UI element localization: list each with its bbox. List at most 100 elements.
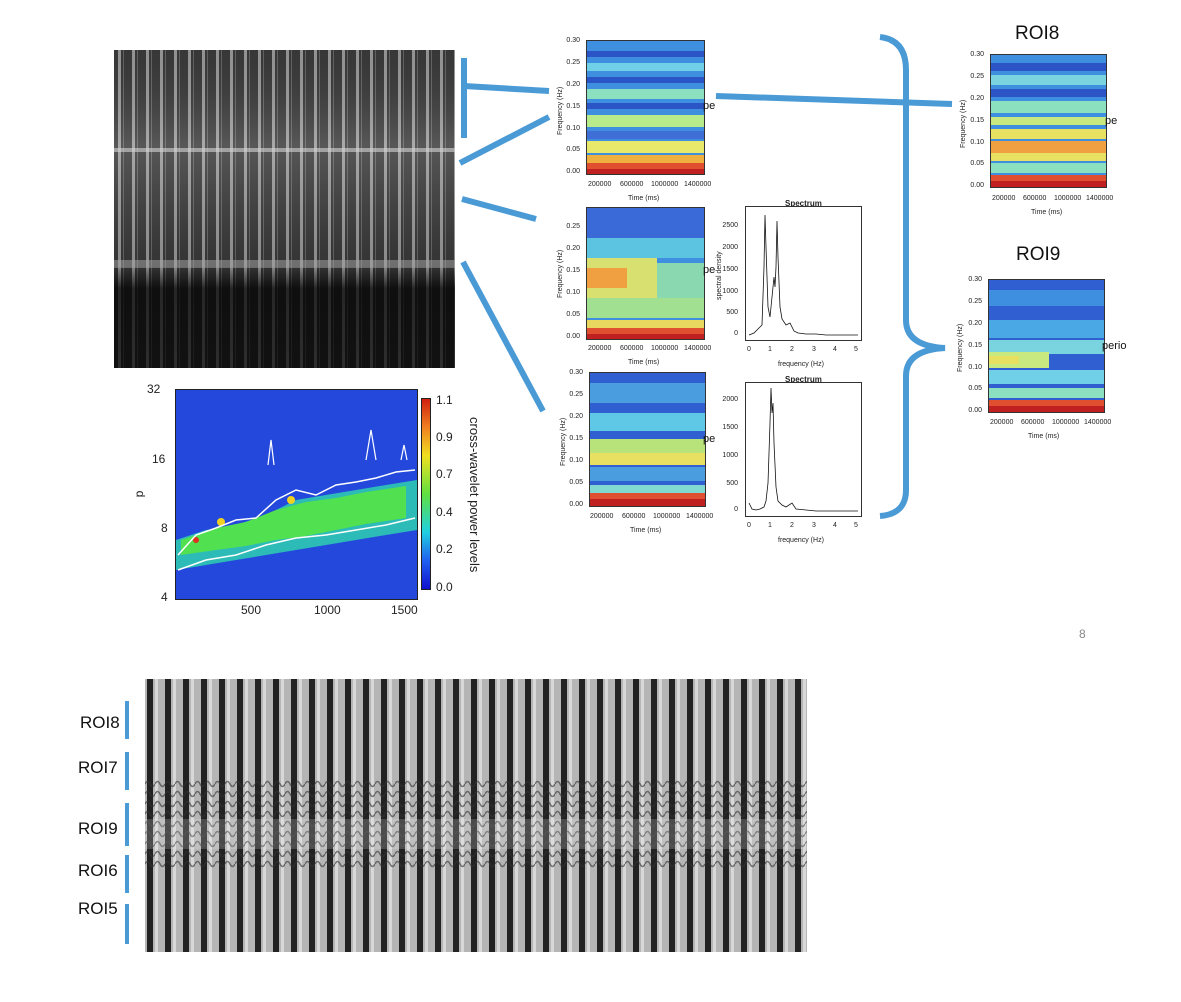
xtick: 200000 — [590, 513, 614, 520]
kymograph-image — [114, 50, 455, 368]
ytick: 0.25 — [968, 298, 982, 305]
y-axis-label: Frequency (Hz) — [557, 86, 564, 135]
ytick: 0.30 — [970, 51, 984, 58]
ytick: 0.05 — [566, 146, 580, 153]
ytick: 0.05 — [968, 385, 982, 392]
xtick: 600000 — [620, 181, 644, 188]
xtick: 0 — [747, 522, 751, 529]
ytick: 0.10 — [970, 139, 984, 146]
spectrum-title: Spectrum — [785, 375, 822, 384]
spectrum-plot-1-area — [745, 206, 862, 341]
ytick: 0.30 — [566, 37, 580, 44]
kymograph-texture — [114, 50, 455, 368]
wavelet-ylabel-fragment: d — [133, 490, 148, 498]
ytick: 0.30 — [569, 369, 583, 376]
spectrogram-bottom-plot — [589, 372, 706, 507]
ytick: 0.15 — [569, 435, 583, 442]
ytick: 0.10 — [968, 364, 982, 371]
ytick: 0.25 — [569, 391, 583, 398]
spectrum-2-line — [748, 387, 858, 512]
roi-bar — [125, 904, 129, 944]
bottom-kymograph-image — [145, 679, 807, 952]
colorbar-tick: 0.7 — [436, 467, 453, 481]
xtick: 600000 — [620, 345, 644, 352]
roi9-title-clip: ROI9 — [1010, 244, 1070, 262]
colorbar-tick: 0.4 — [436, 505, 453, 519]
y-axis-label: Frequency (Hz) — [957, 323, 964, 372]
x-axis-label: frequency (Hz) — [778, 361, 824, 368]
ytick: 0.05 — [569, 479, 583, 486]
x-axis-label: Time (ms) — [1028, 433, 1060, 440]
ytick: 0.00 — [569, 501, 583, 508]
colorbar — [421, 398, 431, 590]
bottom-kymograph-texture — [145, 679, 807, 952]
colorbar-tick: 0.9 — [436, 430, 453, 444]
ytick: 0.00 — [968, 407, 982, 414]
xtick: 600000 — [622, 513, 646, 520]
xtick: 1400000 — [1086, 195, 1114, 202]
xtick: 1400000 — [684, 181, 712, 188]
ytick: 2000 — [722, 244, 738, 251]
xtick: 1000000 — [1052, 419, 1080, 426]
ytick: 0.15 — [968, 342, 982, 349]
roi9-title: ROI9 — [1016, 244, 1061, 262]
roi-label: ROI6 — [78, 861, 118, 880]
xtick: 200000 — [992, 195, 1016, 202]
ytick: 1500 — [722, 424, 738, 431]
roi-label: ROI8 — [80, 713, 120, 732]
xtick: 1000000 — [651, 181, 679, 188]
xtick: 1400000 — [1084, 419, 1112, 426]
ytick: 0.15 — [566, 103, 580, 110]
ytick: 0.20 — [970, 95, 984, 102]
ytick: 1000 — [722, 288, 738, 295]
clipped-label: pe — [1105, 115, 1118, 127]
spectrum-1-line — [748, 214, 858, 336]
xtick: 4 — [833, 522, 837, 529]
ytick: 0.25 — [970, 73, 984, 80]
ytick: 0.10 — [566, 125, 580, 132]
wavelet-xtick: 1000 — [314, 603, 341, 617]
ytick: 0.25 — [566, 223, 580, 230]
x-axis-label: Time (ms) — [628, 359, 660, 366]
x-axis-label: frequency (Hz) — [778, 537, 824, 544]
roi9-spectrogram-plot — [988, 279, 1105, 413]
xtick: 1000000 — [1054, 195, 1082, 202]
ytick: 0.10 — [569, 457, 583, 464]
roi-bar — [125, 752, 129, 790]
ytick: 0.30 — [968, 276, 982, 283]
xtick: 600000 — [1021, 419, 1045, 426]
roi-label: ROI5 — [78, 899, 118, 918]
x-axis-label: Time (ms) — [630, 527, 662, 534]
ytick: 1500 — [722, 266, 738, 273]
xtick: 1000000 — [653, 513, 681, 520]
xtick: 1 — [768, 346, 772, 353]
clipped-label: pe — [703, 100, 716, 112]
xtick: 5 — [854, 522, 858, 529]
roi-bar — [125, 701, 129, 739]
xtick: 0 — [747, 346, 751, 353]
clipped-label: perio — [1102, 340, 1127, 352]
spectrum-title: Spectrum — [785, 199, 822, 208]
xtick: 200000 — [588, 181, 612, 188]
ytick: 0.20 — [566, 81, 580, 88]
xtick: 3 — [812, 346, 816, 353]
ytick: 0 — [734, 330, 738, 337]
ytick: 500 — [726, 480, 738, 487]
ytick: 0.20 — [968, 320, 982, 327]
ytick: 2500 — [722, 222, 738, 229]
ytick: 0 — [734, 506, 738, 513]
xtick: 4 — [833, 346, 837, 353]
xtick: 2 — [790, 346, 794, 353]
roi8-title: ROI8 — [1015, 23, 1060, 44]
ytick: 0.20 — [566, 245, 580, 252]
roi8-spectrogram-plot — [990, 54, 1107, 188]
ytick: 0.15 — [566, 267, 580, 274]
spectrogram-middle-plot — [586, 207, 705, 340]
ytick: 0.10 — [566, 289, 580, 296]
xtick: 3 — [812, 522, 816, 529]
clipped-label: pe — [703, 264, 716, 276]
wavelet-xtick: 1500 — [391, 603, 418, 617]
wavelet-xtick: 500 — [241, 603, 262, 617]
wavelet-ytick: 8 — [161, 521, 168, 535]
